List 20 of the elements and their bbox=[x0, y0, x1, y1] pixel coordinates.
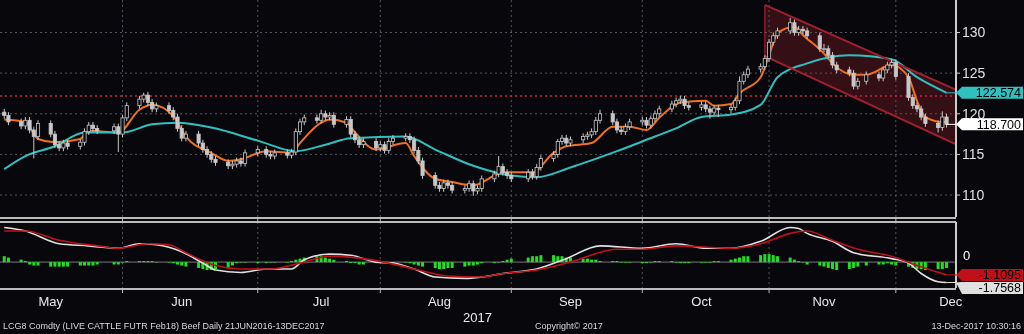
x-axis-title: 2017 bbox=[463, 310, 492, 325]
x-tick-label: Sep bbox=[558, 294, 583, 309]
y-tick-label: 115 bbox=[962, 146, 985, 163]
y-tick-label: 110 bbox=[962, 186, 985, 203]
y-tick-label: 125 bbox=[962, 65, 986, 82]
x-tick-label: Aug bbox=[427, 294, 452, 309]
x-tick-label: Jun bbox=[171, 294, 193, 309]
x-tick-label: May bbox=[38, 294, 64, 309]
text: Copyright© 2017 bbox=[535, 321, 603, 331]
text: 0 bbox=[963, 248, 971, 264]
text: LCG8 Comdty (LIVE CATTLE FUTR Feb18) Beef Daily 21JUN2016-13DEC2017 bbox=[3, 321, 325, 331]
y-tick-label: 130 bbox=[962, 24, 986, 41]
x-tick-label: Oct bbox=[691, 294, 712, 309]
annotation: 122.574 bbox=[975, 86, 1022, 101]
x-tick-label: Dec bbox=[939, 294, 963, 309]
annotation: -1.7568 bbox=[978, 281, 1022, 296]
x-tick-label: Jul bbox=[312, 294, 330, 309]
text: 13-Dec-2017 10:30:16 bbox=[931, 321, 1021, 331]
x-tick-label: Nov bbox=[812, 294, 837, 309]
annotation: -1.1095 bbox=[978, 268, 1022, 283]
